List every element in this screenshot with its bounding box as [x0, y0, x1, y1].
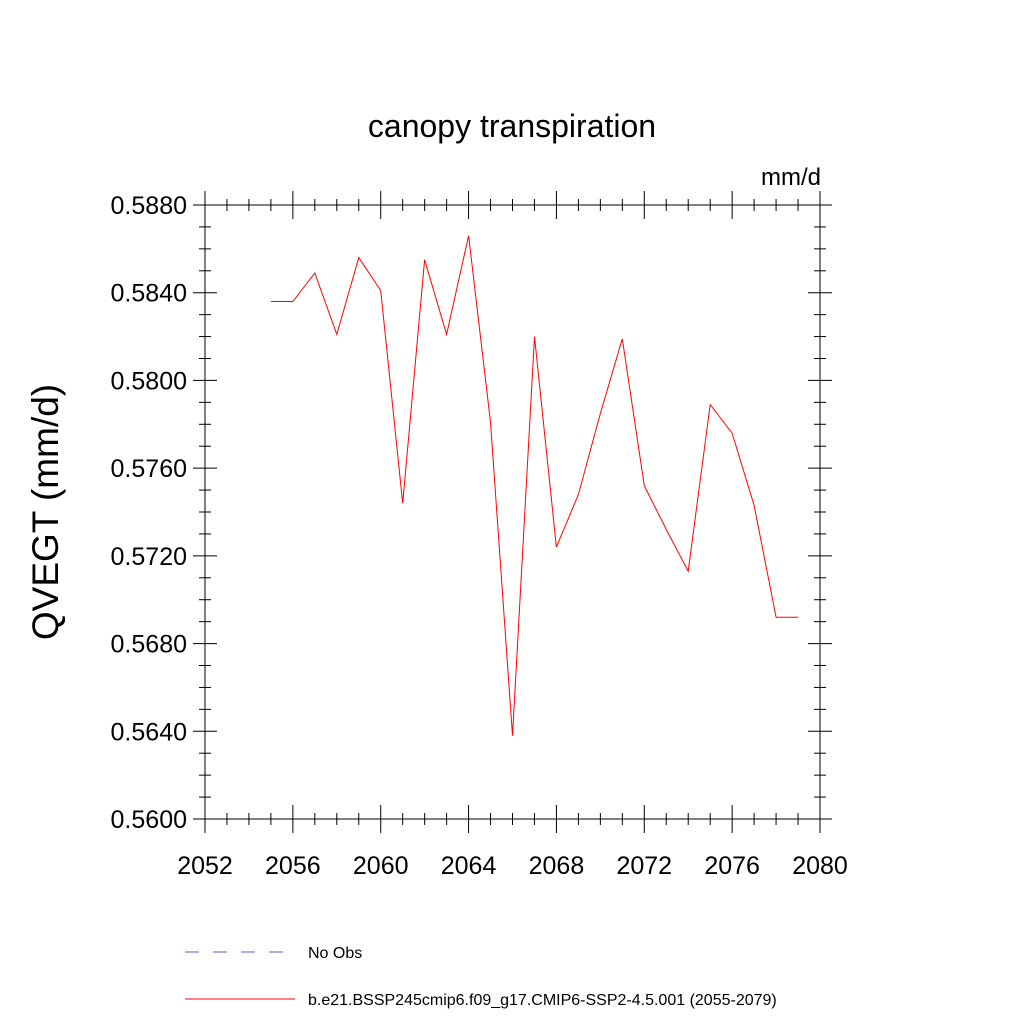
x-axis-tick-labels: 2052 2056 2060 2064 2068 2072 2076 2080 — [177, 852, 848, 880]
x-tick-label: 2064 — [441, 852, 497, 880]
y-tick-label: 0.5640 — [111, 718, 187, 746]
x-tick-label: 2076 — [704, 852, 760, 880]
x-tick-label: 2060 — [353, 852, 409, 880]
y-axis-tick-labels: 0.5600 0.5640 0.5680 0.5720 0.5760 0.5800 0.58… — [111, 192, 187, 834]
units-label: mm/d — [761, 164, 821, 191]
y-tick-label: 0.5600 — [111, 806, 187, 834]
y-tick-label: 0.5720 — [111, 543, 187, 571]
y-tick-label: 0.5680 — [111, 631, 187, 659]
chart-title: canopy transpiration — [368, 108, 656, 144]
legend-label: No Obs — [308, 945, 362, 962]
y-axis-label: QVEGT (mm/d) — [25, 384, 66, 640]
x-tick-label: 2056 — [265, 852, 321, 880]
legend: No Obs b.e21.BSSP245cmip6.f09_g17.CMIP6-S… — [185, 945, 777, 1009]
x-tick-label: 2052 — [177, 852, 233, 880]
y-tick-label: 0.5840 — [111, 280, 187, 308]
legend-label: b.e21.BSSP245cmip6.f09_g17.CMIP6-SSP2-4.… — [308, 992, 777, 1009]
y-tick-label: 0.5800 — [111, 367, 187, 395]
y-tick-label: 0.5760 — [111, 455, 187, 483]
y-axis-ticks — [193, 204, 832, 820]
y-tick-label: 0.5880 — [111, 192, 187, 220]
series-line — [270, 235, 798, 736]
x-tick-label: 2072 — [616, 852, 672, 880]
x-tick-label: 2068 — [529, 852, 585, 880]
series-layer — [270, 235, 798, 736]
x-tick-label: 2080 — [792, 852, 848, 880]
x-axis-ticks — [204, 191, 821, 833]
